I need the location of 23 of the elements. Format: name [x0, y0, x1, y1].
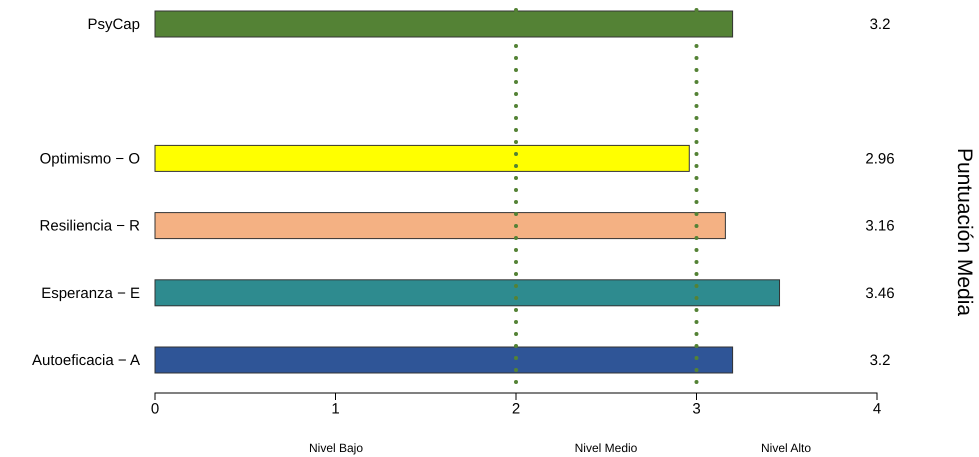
data-label: 3.46 — [865, 284, 895, 302]
text: Nivel Medio — [574, 441, 638, 455]
bar — [154, 144, 690, 172]
bar — [154, 212, 726, 240]
x-tick-label: 2 — [512, 400, 520, 418]
x-tick-label: 4 — [872, 400, 882, 418]
data-label: 3.2 — [870, 16, 890, 33]
data-label: 3.2 — [870, 352, 890, 369]
y-axis-title: Puntuación Media — [953, 148, 976, 316]
y-tick-label: PsyCap — [87, 16, 140, 33]
x-tick-label: 1 — [331, 400, 340, 418]
bar — [154, 279, 780, 306]
data-label: 3.16 — [865, 218, 895, 235]
y-tick-label: Autoeficacia − A — [32, 352, 140, 369]
y-tick-label: Resiliencia − R — [40, 218, 140, 235]
bar — [154, 346, 734, 374]
x-tick-label: 0 — [150, 400, 160, 418]
text: Nivel Bajo — [308, 441, 364, 455]
x-tick-label: 3 — [692, 400, 701, 418]
y-tick-label: Esperanza − E — [41, 284, 140, 302]
data-label: 2.96 — [865, 150, 895, 168]
y-tick-label: Optimismo − O — [40, 150, 140, 168]
text: Nivel Alto — [760, 441, 812, 455]
